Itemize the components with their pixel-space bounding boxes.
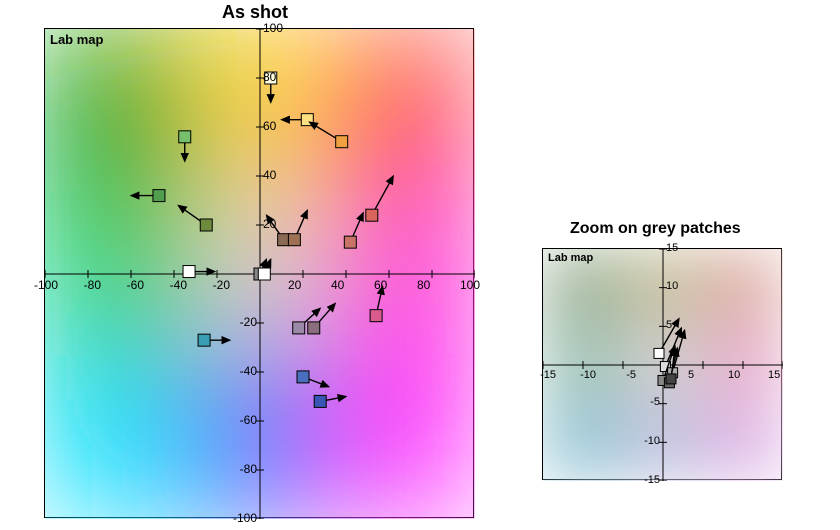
- main-labmap-label: Lab map: [50, 32, 103, 47]
- y-tick-label: -40: [233, 364, 257, 378]
- x-tick-label: -40: [159, 278, 187, 292]
- x-tick-label: 15: [768, 369, 796, 381]
- color-patch: [297, 371, 309, 383]
- color-patch: [654, 348, 664, 358]
- color-patch: [336, 136, 348, 148]
- color-patch: [179, 131, 191, 143]
- y-tick-label: 100: [263, 21, 283, 35]
- color-patch: [370, 310, 382, 322]
- zoom-plot: [542, 248, 782, 480]
- y-tick-label: -15: [636, 474, 660, 486]
- color-patch: [200, 219, 212, 231]
- y-tick-label: -10: [636, 435, 660, 447]
- x-tick-label: 80: [417, 278, 445, 292]
- color-patch: [344, 236, 356, 248]
- x-tick-label: -10: [568, 369, 596, 381]
- y-tick-label: 15: [666, 242, 678, 254]
- x-tick-label: -100: [30, 278, 58, 292]
- color-patch: [183, 266, 195, 278]
- color-patch: [314, 395, 326, 407]
- main-overlay: [45, 29, 475, 519]
- color-patch: [153, 190, 165, 202]
- x-tick-label: 100: [460, 278, 488, 292]
- color-patch: [288, 234, 300, 246]
- main-title: As shot: [222, 2, 288, 23]
- color-patch: [666, 374, 676, 384]
- zoom-title: Zoom on grey patches: [570, 220, 741, 238]
- color-patch: [293, 322, 305, 334]
- y-tick-label: -5: [636, 396, 660, 408]
- color-patch: [278, 234, 290, 246]
- y-tick-label: 20: [263, 217, 276, 231]
- x-tick-label: 5: [688, 369, 716, 381]
- x-tick-label: 20: [288, 278, 316, 292]
- y-tick-label: -80: [233, 462, 257, 476]
- x-tick-label: -60: [116, 278, 144, 292]
- y-tick-label: -20: [233, 315, 257, 329]
- x-tick-label: -15: [528, 369, 556, 381]
- x-tick-label: 40: [331, 278, 359, 292]
- color-patch: [258, 268, 270, 280]
- x-tick-label: 10: [728, 369, 756, 381]
- color-patch: [366, 209, 378, 221]
- y-tick-label: -60: [233, 413, 257, 427]
- y-tick-label: 80: [263, 70, 276, 84]
- color-patch: [308, 322, 320, 334]
- color-patch: [198, 334, 210, 346]
- main-plot: [44, 28, 474, 518]
- y-tick-label: 5: [666, 319, 672, 331]
- x-tick-label: -20: [202, 278, 230, 292]
- y-tick-label: 40: [263, 168, 276, 182]
- x-tick-label: -80: [73, 278, 101, 292]
- x-tick-label: -5: [608, 369, 636, 381]
- x-tick-label: 60: [374, 278, 402, 292]
- zoom-labmap-label: Lab map: [548, 252, 593, 264]
- zoom-overlay: [543, 249, 783, 481]
- y-tick-label: 60: [263, 119, 276, 133]
- y-tick-label: -100: [233, 511, 257, 525]
- y-tick-label: 10: [666, 280, 678, 292]
